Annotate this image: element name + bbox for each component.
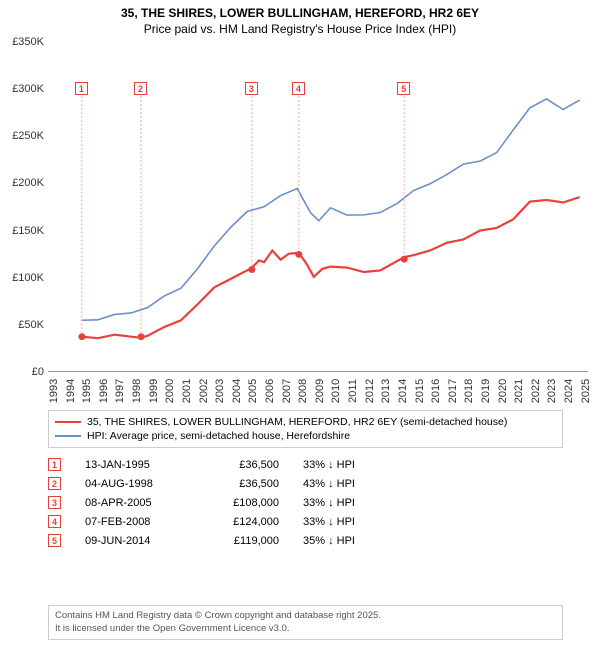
chart-marker-box: 4 (292, 82, 305, 95)
transaction-row: 5 09-JUN-2014 £119,000 35% ↓ HPI (48, 531, 563, 550)
transaction-date: 09-JUN-2014 (85, 535, 185, 547)
transaction-date: 13-JAN-1995 (85, 459, 185, 471)
x-tick-label: 1996 (98, 379, 110, 403)
transaction-date: 08-APR-2005 (85, 497, 185, 509)
data-point-marker (78, 333, 85, 340)
chart-marker-box: 1 (75, 82, 88, 95)
x-tick-label: 2004 (231, 379, 243, 403)
x-tick-label: 2007 (281, 379, 293, 403)
x-tick-label: 2012 (364, 379, 376, 403)
x-tick-label: 2016 (430, 379, 442, 403)
x-tick-label: 2017 (447, 379, 459, 403)
y-tick-label: £350K (0, 36, 44, 48)
x-tick-label: 2000 (164, 379, 176, 403)
x-tick-label: 2006 (264, 379, 276, 403)
transaction-price: £108,000 (209, 497, 279, 509)
data-point-marker (401, 256, 408, 263)
x-tick-label: 2021 (513, 379, 525, 403)
transaction-date: 04-AUG-1998 (85, 478, 185, 490)
transaction-row: 4 07-FEB-2008 £124,000 33% ↓ HPI (48, 512, 563, 531)
chart-marker-box: 5 (397, 82, 410, 95)
chart-title: 35, THE SHIRES, LOWER BULLINGHAM, HEREFO… (0, 0, 600, 39)
y-tick-label: £300K (0, 83, 44, 95)
x-tick-label: 2008 (297, 379, 309, 403)
chart-svg (48, 42, 588, 371)
x-tick-label: 2019 (480, 379, 492, 403)
y-tick-label: £100K (0, 272, 44, 284)
x-tick-label: 2005 (247, 379, 259, 403)
x-tick-label: 2022 (530, 379, 542, 403)
transaction-pct-vs-hpi: 43% ↓ HPI (303, 478, 403, 490)
x-tick-label: 2020 (497, 379, 509, 403)
transaction-row: 2 04-AUG-1998 £36,500 43% ↓ HPI (48, 474, 563, 493)
y-tick-label: £250K (0, 130, 44, 142)
transaction-price: £119,000 (209, 535, 279, 547)
legend: 35, THE SHIRES, LOWER BULLINGHAM, HEREFO… (48, 410, 563, 448)
legend-label-red: 35, THE SHIRES, LOWER BULLINGHAM, HEREFO… (87, 416, 507, 428)
x-tick-label: 2003 (214, 379, 226, 403)
legend-label-blue: HPI: Average price, semi-detached house,… (87, 430, 350, 442)
footer-line-2: It is licensed under the Open Government… (55, 623, 556, 635)
x-tick-label: 1999 (148, 379, 160, 403)
transaction-price: £124,000 (209, 516, 279, 528)
x-tick-label: 2015 (414, 379, 426, 403)
x-tick-label: 1995 (81, 379, 93, 403)
x-tick-label: 1994 (65, 379, 77, 403)
x-tick-label: 2013 (380, 379, 392, 403)
chart-marker-box: 2 (134, 82, 147, 95)
transaction-pct-vs-hpi: 33% ↓ HPI (303, 459, 403, 471)
x-tick-label: 1997 (114, 379, 126, 403)
transaction-price: £36,500 (209, 459, 279, 471)
legend-swatch-red (55, 421, 81, 423)
transaction-marker: 3 (48, 496, 61, 509)
transactions-table: 1 13-JAN-1995 £36,500 33% ↓ HPI 2 04-AUG-1998… (48, 455, 563, 550)
x-tick-label: 2011 (347, 379, 359, 403)
transaction-row: 3 08-APR-2005 £108,000 33% ↓ HPI (48, 493, 563, 512)
y-tick-label: £50K (0, 319, 44, 331)
data-point-marker (295, 251, 302, 258)
x-tick-label: 2025 (580, 379, 592, 403)
footer-line-1: Contains HM Land Registry data © Crown c… (55, 610, 556, 622)
transaction-marker: 4 (48, 515, 61, 528)
x-tick-label: 2014 (397, 379, 409, 403)
transaction-pct-vs-hpi: 35% ↓ HPI (303, 535, 403, 547)
data-point-marker (248, 266, 255, 273)
chart-plot-area: £0£50K£100K£150K£200K£250K£300K£350K 199… (48, 42, 588, 372)
legend-row-blue: HPI: Average price, semi-detached house,… (55, 429, 556, 443)
y-tick-label: £0 (0, 366, 44, 378)
transaction-price: £36,500 (209, 478, 279, 490)
x-tick-label: 2023 (546, 379, 558, 403)
title-line-1: 35, THE SHIRES, LOWER BULLINGHAM, HEREFO… (10, 6, 590, 22)
x-tick-label: 2018 (463, 379, 475, 403)
series-line (81, 99, 580, 320)
x-tick-label: 1993 (48, 379, 60, 403)
x-tick-label: 1998 (131, 379, 143, 403)
x-tick-label: 2009 (314, 379, 326, 403)
title-line-2: Price paid vs. HM Land Registry's House … (10, 22, 590, 38)
data-point-marker (138, 333, 145, 340)
y-tick-label: £200K (0, 177, 44, 189)
transaction-marker: 5 (48, 534, 61, 547)
x-tick-label: 2024 (563, 379, 575, 403)
y-tick-label: £150K (0, 225, 44, 237)
footer-attribution: Contains HM Land Registry data © Crown c… (48, 605, 563, 640)
legend-swatch-blue (55, 435, 81, 437)
x-tick-label: 2001 (181, 379, 193, 403)
transaction-date: 07-FEB-2008 (85, 516, 185, 528)
x-tick-label: 2002 (198, 379, 210, 403)
x-tick-label: 2010 (330, 379, 342, 403)
legend-row-red: 35, THE SHIRES, LOWER BULLINGHAM, HEREFO… (55, 415, 556, 429)
chart-marker-box: 3 (245, 82, 258, 95)
series-line (82, 197, 580, 338)
transaction-pct-vs-hpi: 33% ↓ HPI (303, 516, 403, 528)
transaction-pct-vs-hpi: 33% ↓ HPI (303, 497, 403, 509)
transaction-marker: 1 (48, 458, 61, 471)
transaction-marker: 2 (48, 477, 61, 490)
transaction-row: 1 13-JAN-1995 £36,500 33% ↓ HPI (48, 455, 563, 474)
